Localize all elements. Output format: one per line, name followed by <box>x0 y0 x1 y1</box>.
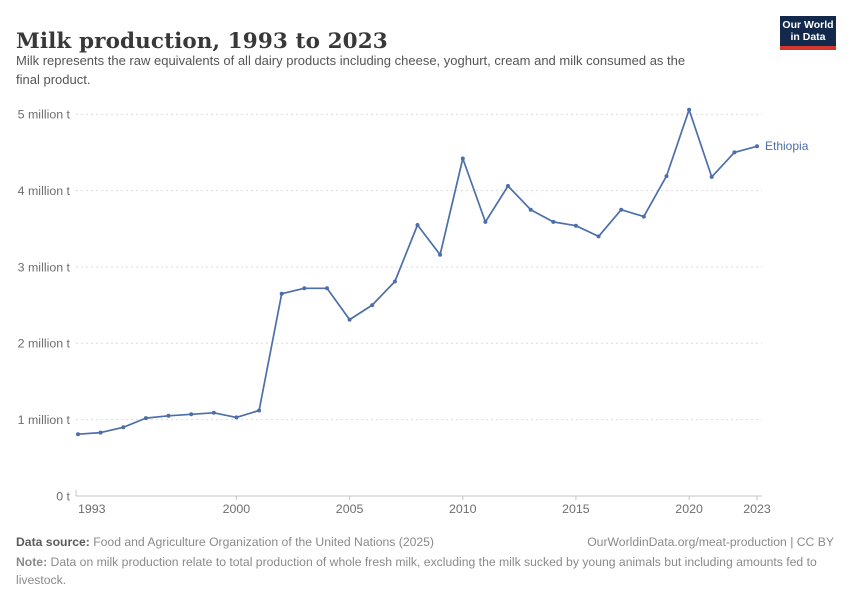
page-title: Milk production, 1993 to 2023 <box>16 29 388 55</box>
chart-note: Note: Data on milk production relate to … <box>16 553 822 589</box>
data-point[interactable] <box>709 174 714 179</box>
owid-logo-line1: Our World <box>782 19 834 31</box>
data-point[interactable] <box>641 214 646 219</box>
x-tick-label: 2010 <box>449 502 477 516</box>
x-tick-label: 1993 <box>78 502 106 516</box>
x-tick-label: 2005 <box>336 502 364 516</box>
x-tick-label: 2020 <box>675 502 703 516</box>
data-point[interactable] <box>143 416 148 421</box>
data-point[interactable] <box>279 291 284 296</box>
data-point[interactable] <box>392 279 397 284</box>
data-point[interactable] <box>257 408 262 413</box>
data-source-label: Data source: <box>16 535 90 549</box>
data-point[interactable] <box>325 286 329 291</box>
data-point[interactable] <box>483 219 488 224</box>
data-point[interactable] <box>415 223 420 227</box>
y-tick-label: 1 million t <box>18 413 71 427</box>
data-point[interactable] <box>551 219 556 224</box>
y-tick-label: 0 t <box>56 489 70 503</box>
data-point[interactable] <box>166 413 171 418</box>
x-tick-label: 2000 <box>223 502 251 516</box>
y-tick-label: 4 million t <box>18 184 71 198</box>
data-point[interactable] <box>234 415 239 420</box>
series-label[interactable]: Ethiopia <box>765 139 809 154</box>
data-point[interactable] <box>732 150 737 155</box>
data-point[interactable] <box>76 432 80 437</box>
attribution-link[interactable]: OurWorldinData.org/meat-production | CC … <box>587 535 834 549</box>
data-point[interactable] <box>98 430 103 435</box>
data-point[interactable] <box>347 317 352 322</box>
data-point[interactable] <box>302 286 307 291</box>
data-source: Data source: Food and Agriculture Organi… <box>16 533 434 551</box>
note-label: Note: <box>16 555 48 569</box>
data-source-text: Food and Agriculture Organization of the… <box>89 535 434 549</box>
data-point[interactable] <box>506 184 510 188</box>
y-tick-label: 2 million t <box>18 337 71 351</box>
data-point[interactable] <box>438 252 443 257</box>
data-point[interactable] <box>664 174 669 179</box>
x-tick-label: 2015 <box>562 502 590 516</box>
chart-footer: Data source: Food and Agriculture Organi… <box>16 533 834 551</box>
data-point[interactable] <box>370 303 375 308</box>
data-point[interactable] <box>528 207 533 212</box>
data-point[interactable] <box>619 207 624 212</box>
note-text: Data on milk production relate to total … <box>16 555 817 587</box>
owid-logo: Our World in Data <box>780 16 836 50</box>
data-point[interactable] <box>687 107 692 112</box>
y-tick-label: 3 million t <box>18 260 71 274</box>
data-point[interactable] <box>189 412 194 417</box>
data-point[interactable] <box>755 144 759 149</box>
data-point[interactable] <box>573 223 578 228</box>
data-point[interactable] <box>211 410 216 415</box>
data-point[interactable] <box>460 156 465 161</box>
owid-logo-line2: in Data <box>790 31 826 43</box>
data-point[interactable] <box>596 234 601 239</box>
x-tick-label: 2023 <box>743 502 771 516</box>
data-point[interactable] <box>121 425 126 430</box>
y-tick-label: 5 million t <box>18 108 71 122</box>
chart-subtitle: Milk represents the raw equivalents of a… <box>16 53 686 87</box>
series-line[interactable] <box>77 108 758 436</box>
